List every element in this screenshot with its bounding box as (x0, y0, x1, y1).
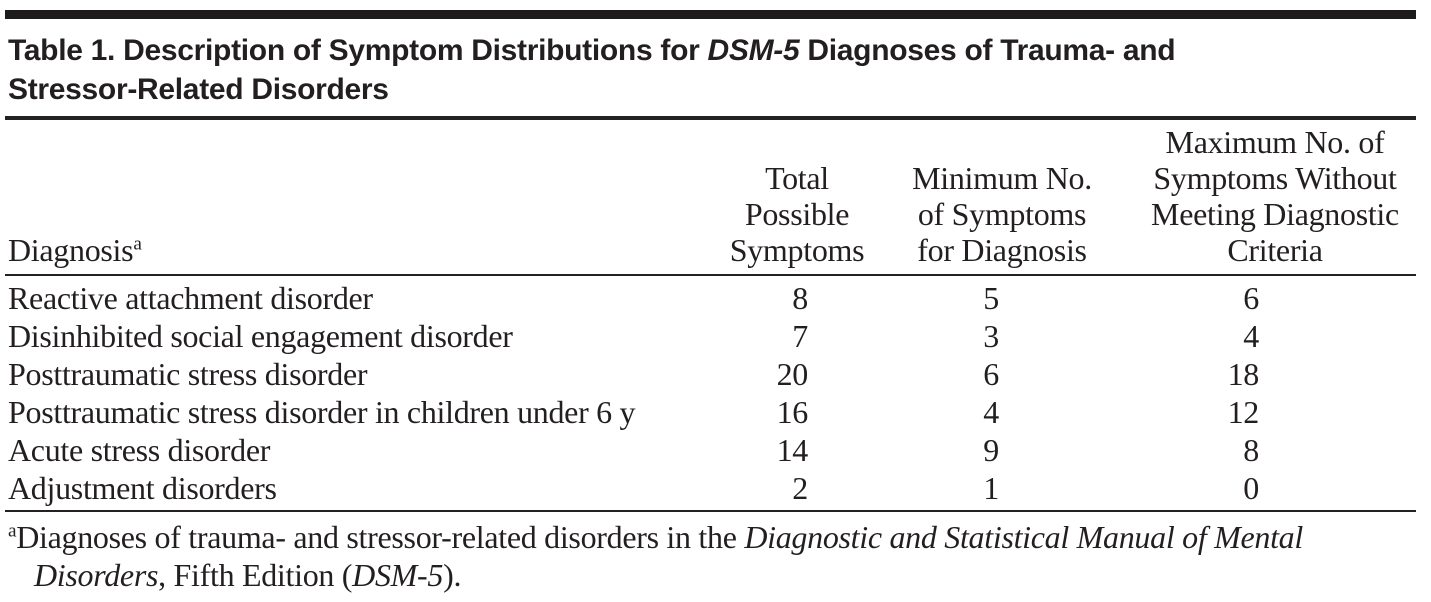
footnote-text-part1: Diagnoses of trauma- and stressor-relate… (16, 519, 745, 555)
title-rule (5, 116, 1416, 120)
table-title: Table 1. Description of Symptom Distribu… (8, 31, 1416, 109)
total-cell: 20 (776, 356, 809, 392)
max-cell: 18 (1227, 356, 1260, 392)
max-cell: 8 (1243, 432, 1259, 468)
footnote-manual-title-line2: Disorders (34, 557, 159, 593)
table-title-line1-prefix: Table 1. Description of Symptom Distribu… (8, 34, 708, 67)
table-row: Reactive attachment disorder 8 5 6 (8, 279, 1416, 317)
column-header-row: Diagnosisa Total Possible Symptoms Minim… (8, 120, 1416, 274)
table-title-dsm5-italic: DSM-5 (707, 34, 800, 67)
total-cell: 14 (776, 432, 809, 468)
footnote-text-part2: , Fifth Edition ( (158, 557, 353, 593)
min-cell: 3 (983, 318, 999, 354)
footnote-marker: a (8, 520, 17, 542)
footnote-rule (5, 510, 1416, 512)
diagnosis-cell: Posttraumatic stress disorder in childre… (8, 394, 636, 430)
diagnosis-cell: Adjustment disorders (8, 470, 277, 506)
table-row: Acute stress disorder 14 9 8 (8, 431, 1416, 469)
minimum-symptoms-column-header: Minimum No. of Symptoms for Diagnosis (875, 160, 1105, 268)
diagnosis-cell: Posttraumatic stress disorder (8, 356, 368, 392)
header-rule (5, 274, 1416, 276)
footnote-text-part3: ). (443, 557, 462, 593)
minimum-symptoms-header-label: Minimum No. of Symptoms for Diagnosis (912, 160, 1092, 268)
max-cell: 4 (1243, 318, 1259, 354)
table-title-line1-suffix: Diagnoses of Trauma- and (799, 34, 1176, 67)
total-symptoms-header-label: Total Possible Symptoms (729, 160, 865, 268)
diagnosis-cell: Disinhibited social engagement disorder (8, 318, 513, 354)
footnote: aDiagnoses of trauma- and stressor-relat… (8, 512, 1416, 602)
diagnosis-cell: Reactive attachment disorder (8, 280, 373, 316)
table-row: Posttraumatic stress disorder in childre… (8, 393, 1416, 431)
diagnosis-header-superscript: a (133, 233, 142, 255)
diagnosis-header-label: Diagnosis (8, 232, 134, 268)
footnote-manual-title-line1: Diagnostic and Statistical Manual of Men… (744, 519, 1303, 555)
diagnosis-column-header: Diagnosisa (8, 232, 650, 268)
table-row: Adjustment disorders 2 1 0 (8, 469, 1416, 507)
total-cell: 8 (792, 280, 808, 316)
max-cell: 6 (1243, 280, 1259, 316)
max-cell: 12 (1227, 394, 1260, 430)
top-rule-bar (5, 10, 1416, 19)
min-cell: 4 (983, 394, 999, 430)
min-cell: 1 (983, 470, 999, 506)
footnote-dsm5-italic: DSM-5 (352, 557, 444, 593)
maximum-symptoms-header-label: Maximum No. of Symptoms Without Meeting … (1151, 124, 1399, 268)
table-body: Reactive attachment disorder 8 5 6 Disin… (8, 276, 1416, 510)
diagnosis-cell: Acute stress disorder (8, 432, 271, 468)
table-row: Disinhibited social engagement disorder … (8, 317, 1416, 355)
table-row: Posttraumatic stress disorder 20 6 18 (8, 355, 1416, 393)
maximum-symptoms-column-header: Maximum No. of Symptoms Without Meeting … (1105, 124, 1416, 268)
min-cell: 5 (983, 280, 999, 316)
total-cell: 7 (792, 318, 808, 354)
min-cell: 9 (983, 432, 999, 468)
min-cell: 6 (983, 356, 999, 392)
total-symptoms-column-header: Total Possible Symptoms (650, 160, 875, 268)
total-cell: 2 (792, 470, 808, 506)
max-cell: 0 (1243, 470, 1259, 506)
table-title-line2: Stressor-Related Disorders (8, 73, 389, 106)
total-cell: 16 (776, 394, 809, 430)
